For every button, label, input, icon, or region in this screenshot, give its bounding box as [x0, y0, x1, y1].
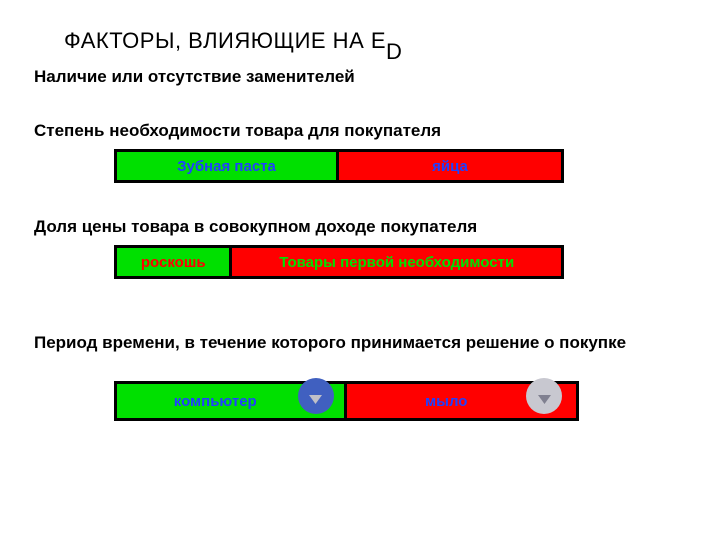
- bar-time: компьютер мыло: [114, 381, 579, 421]
- pie-wedge-icon: [538, 395, 551, 404]
- title-sub: D: [386, 39, 402, 64]
- pie-icon-left: [298, 378, 334, 414]
- bar3-right: мыло: [347, 384, 577, 418]
- bar2-left: роскошь: [117, 248, 232, 276]
- bar2-right: Товары первой необходимости: [232, 248, 561, 276]
- bar2-right-label: Товары первой необходимости: [279, 254, 514, 271]
- bar1-left-label: Зубная паста: [177, 158, 276, 175]
- pie-wedge-icon: [309, 395, 322, 404]
- pie-icon-right: [526, 378, 562, 414]
- slide: ФАКТОРЫ, ВЛИЯЮЩИЕ НА ED Наличие или отсу…: [0, 0, 720, 540]
- factor-2: Степень необходимости товара для покупат…: [34, 121, 686, 141]
- bar-necessity: Зубная паста яйца: [114, 149, 564, 183]
- bar1-right: яйца: [339, 152, 561, 180]
- bar1-right-label: яйца: [432, 158, 468, 175]
- bar2-left-label: роскошь: [141, 254, 206, 271]
- slide-title: ФАКТОРЫ, ВЛИЯЮЩИЕ НА ED: [64, 28, 686, 59]
- bar-income-share: роскошь Товары первой необходимости: [114, 245, 564, 279]
- factor-3: Доля цены товара в совокупном доходе пок…: [34, 217, 686, 237]
- bar3-left-label: компьютер: [174, 393, 257, 410]
- bar3-right-label: мыло: [425, 393, 467, 410]
- title-main: ФАКТОРЫ, ВЛИЯЮЩИЕ НА E: [64, 28, 386, 53]
- factor-1: Наличие или отсутствие заменителей: [34, 67, 686, 87]
- bar3-left: компьютер: [117, 384, 347, 418]
- factor-4: Период времени, в течение которого прини…: [34, 333, 686, 353]
- bar1-left: Зубная паста: [117, 152, 339, 180]
